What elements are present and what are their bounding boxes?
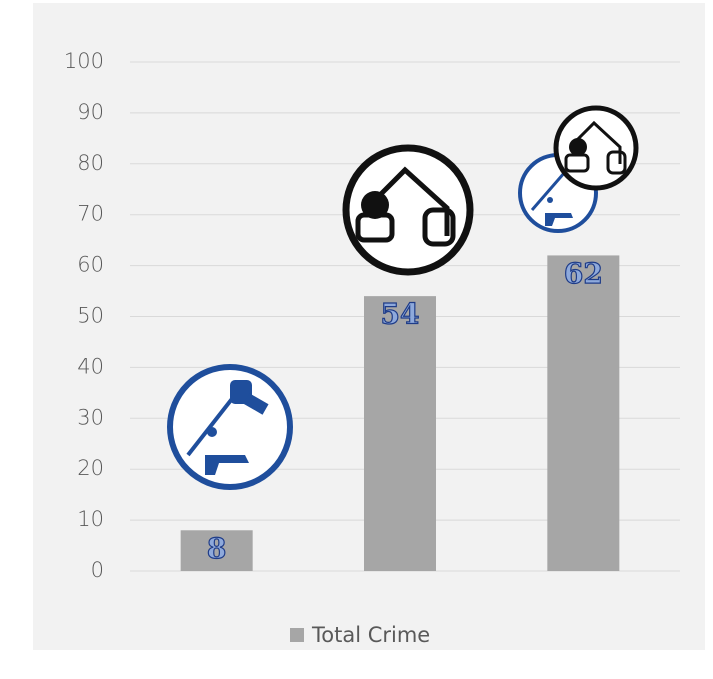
y-tick-label: 60: [77, 253, 104, 277]
y-tick-label: 70: [77, 202, 104, 226]
legend-label: Total Crime: [311, 623, 430, 647]
y-tick-label: 80: [77, 151, 104, 175]
legend-swatch: [290, 628, 304, 642]
bar: [364, 296, 436, 571]
y-tick-label: 90: [77, 100, 104, 124]
data-label: 62: [564, 257, 603, 290]
burglary-icon: [342, 144, 474, 276]
y-tick-label: 100: [64, 49, 104, 73]
y-tick-label: 40: [77, 354, 104, 378]
burglary-icon-small: [553, 105, 639, 191]
data-labels: 8 54 62: [206, 256, 603, 565]
bar: [180, 530, 253, 571]
data-label: 54: [381, 298, 420, 331]
y-tick-label: 20: [77, 456, 104, 480]
violent-crime-icon: [167, 364, 293, 490]
bar: [547, 255, 620, 572]
y-tick-label: 10: [77, 507, 104, 531]
y-tick-label: 50: [77, 304, 104, 328]
y-tick-label: 0: [91, 558, 104, 582]
plot: 0 10 20 30 40 50 60 70 80 90 100 Total Crime: [64, 49, 680, 647]
data-label: 8: [207, 532, 226, 565]
y-tick-label: 30: [77, 405, 104, 429]
